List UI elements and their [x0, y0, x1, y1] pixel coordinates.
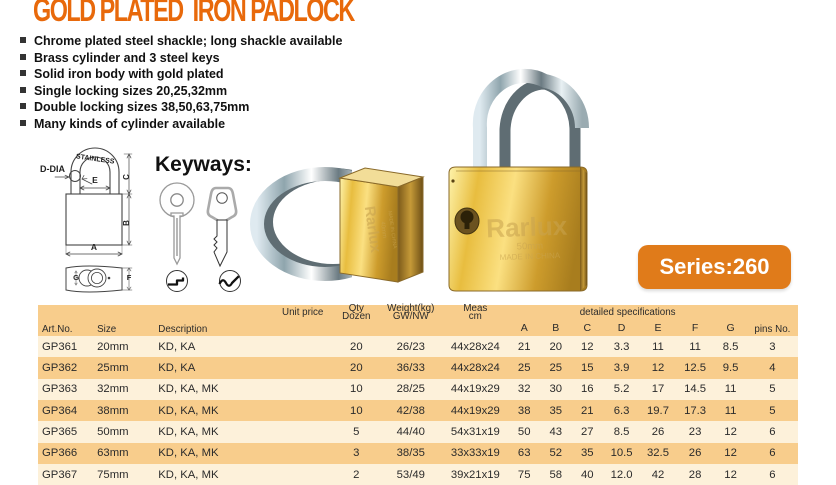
- svg-text:Rarlux: Rarlux: [486, 211, 568, 244]
- svg-text:50mm: 50mm: [517, 241, 544, 253]
